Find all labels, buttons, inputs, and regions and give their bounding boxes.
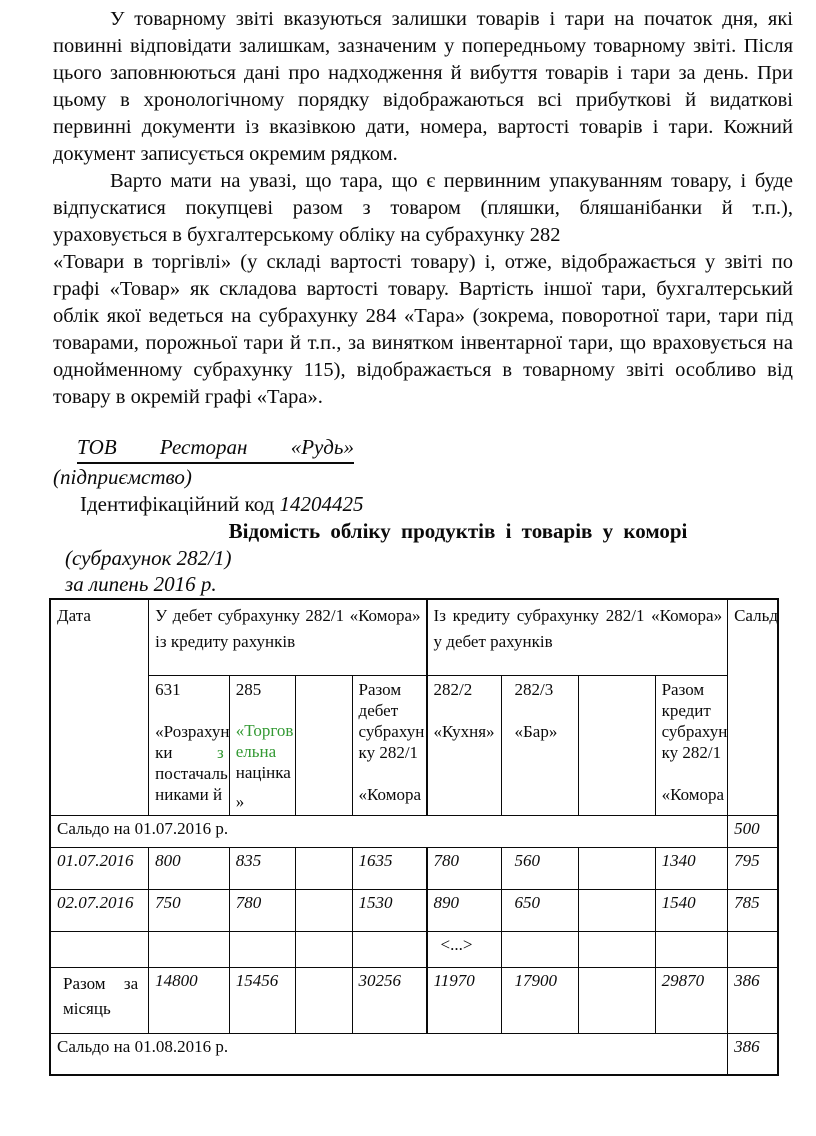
header-empty-credit-cell	[578, 674, 656, 816]
account-631-text-mid: ки з	[155, 742, 224, 763]
cell-date: 01.07.2016	[49, 846, 150, 890]
header-total-credit-cell: Разом кредит субрахун ку 282/1 «Комора	[654, 674, 729, 816]
statement-title: Відомість обліку продуктів і товарів у к…	[228, 519, 688, 543]
table-row: 02.07.2016 750 780 1530 890 650 1540 785	[49, 888, 779, 932]
header-kitchen-cell: 282/2 «Кухня»	[425, 674, 502, 816]
cell-bar: 560	[500, 846, 580, 890]
account-285-code: 285	[235, 679, 262, 699]
cell-kitchen: 890	[425, 888, 502, 932]
month-total-row: Разом за місяць 14800 15456 30256 11970 …	[49, 966, 779, 1034]
company-caption: (підприємство)	[53, 465, 192, 489]
form-header: ТОВ Ресторан «Рудь» (підприємство) Ідент…	[53, 433, 793, 597]
cell-ellipsis: <...>	[425, 930, 502, 968]
cell-bar: 650	[500, 888, 580, 932]
cell-total-credit: 29870	[654, 966, 729, 1034]
cell-saldo: 785	[727, 888, 779, 932]
header-debit-group-cell: У дебет субрахунку 282/1 «Комора» із кре…	[148, 598, 428, 676]
cell-empty	[351, 930, 428, 968]
account-631-text-top: 631 «Розрахун	[155, 679, 230, 741]
account-285-text-black: націнка	[235, 762, 291, 782]
paragraph-commodity-report: У товарному звіті вказуються залишки тов…	[53, 8, 793, 165]
cell-total-debit: 1635	[351, 846, 428, 890]
cell-supplier-631: 14800	[148, 966, 230, 1034]
period-subtitle: за липень 2016 р.	[65, 572, 217, 596]
cell-empty	[727, 930, 779, 968]
header-account-631-cell: 631 «Розрахун ки з постачаль никами й	[148, 674, 230, 816]
cell-empty	[228, 930, 297, 968]
ledger-table: Дата У дебет субрахунку 282/1 «Комора» і…	[49, 598, 779, 1076]
company-name-line: ТОВ Ресторан «Рудь»	[53, 433, 793, 464]
opening-balance-label: Сальдо на 01.07.2016 р.	[49, 814, 729, 848]
cell-empty	[49, 930, 150, 968]
account-631-text-bottom: постачаль никами й	[155, 763, 228, 804]
account-285-close-quote: »	[235, 791, 245, 811]
month-total-label: Разом за місяць	[49, 966, 150, 1034]
account-285-text-green: «Торгов ельна	[235, 720, 294, 761]
header-account-285-cell: 285 «Торгов ельна націнка »	[228, 674, 297, 816]
cell-markup-285: 780	[228, 888, 297, 932]
cell-empty	[654, 930, 729, 968]
opening-balance-row: Сальдо на 01.07.2016 р. 500	[49, 814, 779, 848]
header-saldo-cell: Сальдо	[727, 598, 779, 816]
header-row-groups: Дата У дебет субрахунку 282/1 «Комора» і…	[49, 598, 779, 816]
identification-code-value: 14204425	[279, 492, 364, 516]
closing-balance-label: Сальдо на 01.08.2016 р.	[49, 1032, 729, 1076]
cell-total-debit: 30256	[351, 966, 428, 1034]
opening-balance-value: 500	[727, 814, 779, 848]
cell-empty	[578, 888, 656, 932]
account-631-mid-left: ки	[155, 742, 173, 762]
cell-supplier-631: 750	[148, 888, 230, 932]
cell-empty	[578, 930, 656, 968]
cell-markup-285: 15456	[228, 966, 297, 1034]
cell-supplier-631: 800	[148, 846, 230, 890]
account-631-mid-right-green: з	[217, 742, 224, 762]
cell-empty	[578, 966, 656, 1034]
identification-code-line: Ідентифікаційний код 14204425	[53, 491, 793, 518]
cell-empty	[295, 930, 353, 968]
cell-total-debit: 1530	[351, 888, 428, 932]
cell-empty	[148, 930, 230, 968]
cell-saldo: 795	[727, 846, 779, 890]
table-row: 01.07.2016 800 835 1635 780 560 1340 795	[49, 846, 779, 890]
cell-empty	[500, 930, 580, 968]
cell-kitchen: 11970	[425, 966, 502, 1034]
header-date-cell: Дата	[49, 598, 150, 816]
cell-empty	[295, 966, 353, 1034]
header-row-accounts: 631 «Розрахун ки з постачаль никами й 28…	[50, 674, 778, 816]
paragraph-tara-part1: Варто мати на увазі, що тара, що є перви…	[53, 170, 793, 246]
paragraph-tara-part2: «Товари в торгівлі» (у складі вартості т…	[53, 251, 793, 408]
cell-markup-285: 835	[228, 846, 297, 890]
header-empty-debit-cell	[295, 674, 353, 816]
closing-balance-row: Сальдо на 01.08.2016 р. 386	[49, 1032, 779, 1076]
subaccount-subtitle: (субрахунок 282/1)	[65, 546, 232, 570]
cell-empty	[295, 846, 353, 890]
cell-date: 02.07.2016	[49, 888, 150, 932]
cell-total-credit: 1340	[654, 846, 729, 890]
header-bar-cell: 282/3 «Бар»	[500, 674, 580, 816]
identification-code-label: Ідентифікаційний код	[80, 492, 280, 516]
cell-kitchen: 780	[425, 846, 502, 890]
header-credit-group-cell: Із кредиту субрахунку 282/1 «Комора» у д…	[425, 598, 729, 676]
paragraph-tara-accounting: Варто мати на увазі, що тара, що є перви…	[53, 168, 793, 411]
cell-bar: 17900	[500, 966, 580, 1034]
ellipsis-row: <...>	[49, 930, 779, 968]
company-name: ТОВ Ресторан «Рудь»	[77, 433, 354, 464]
cell-saldo: 386	[727, 966, 779, 1034]
header-total-debit-cell: Разом дебет субрахун ку 282/1 «Комора	[351, 674, 428, 816]
cell-total-credit: 1540	[654, 888, 729, 932]
cell-empty	[295, 888, 353, 932]
closing-balance-value: 386	[727, 1032, 779, 1076]
cell-empty	[578, 846, 656, 890]
